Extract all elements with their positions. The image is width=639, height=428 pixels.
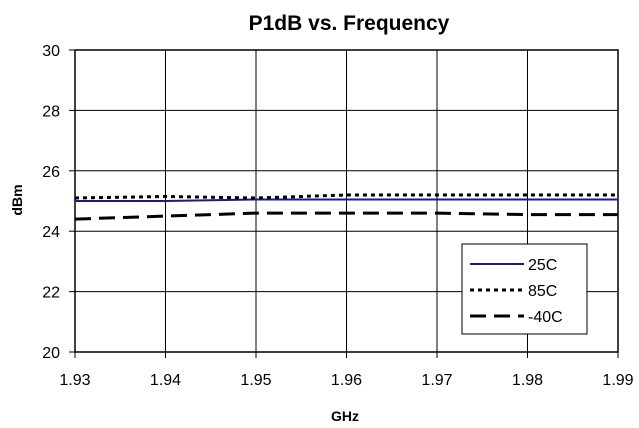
y-tick-label: 28 [42, 103, 60, 120]
x-axis-label: GHz [331, 408, 359, 424]
x-tick-label: 1.98 [512, 372, 543, 389]
series-line [74, 211, 618, 221]
x-tick-label: 1.93 [59, 372, 90, 389]
y-tick-label: 20 [42, 345, 60, 362]
series-line [74, 193, 618, 200]
x-tick-label: 1.96 [331, 372, 362, 389]
x-tick-label: 1.97 [421, 372, 452, 389]
legend-label: 25C [528, 257, 557, 274]
legend-box [461, 243, 588, 335]
x-tick-label: 1.95 [240, 372, 271, 389]
y-tick-label: 22 [42, 285, 60, 302]
series-lines [74, 193, 618, 221]
series-line [75, 198, 618, 202]
legend-label: 85C [528, 283, 557, 300]
x-tick-label: 1.94 [150, 372, 181, 389]
y-tick-label: 26 [42, 164, 60, 181]
x-tick-labels: 1.93 1.94 1.95 1.96 1.97 1.98 1.99 [59, 372, 633, 389]
x-tick-label: 1.99 [602, 372, 633, 389]
y-tick-labels: 20 22 24 26 28 30 [42, 43, 60, 362]
legend: 25C 85C -40C [461, 243, 588, 335]
y-tick-label: 24 [42, 224, 60, 241]
y-tick-label: 30 [42, 43, 60, 60]
legend-label: -40C [528, 309, 563, 326]
y-axis-label: dBm [9, 184, 25, 215]
chart-title: P1dB vs. Frequency [249, 12, 450, 35]
